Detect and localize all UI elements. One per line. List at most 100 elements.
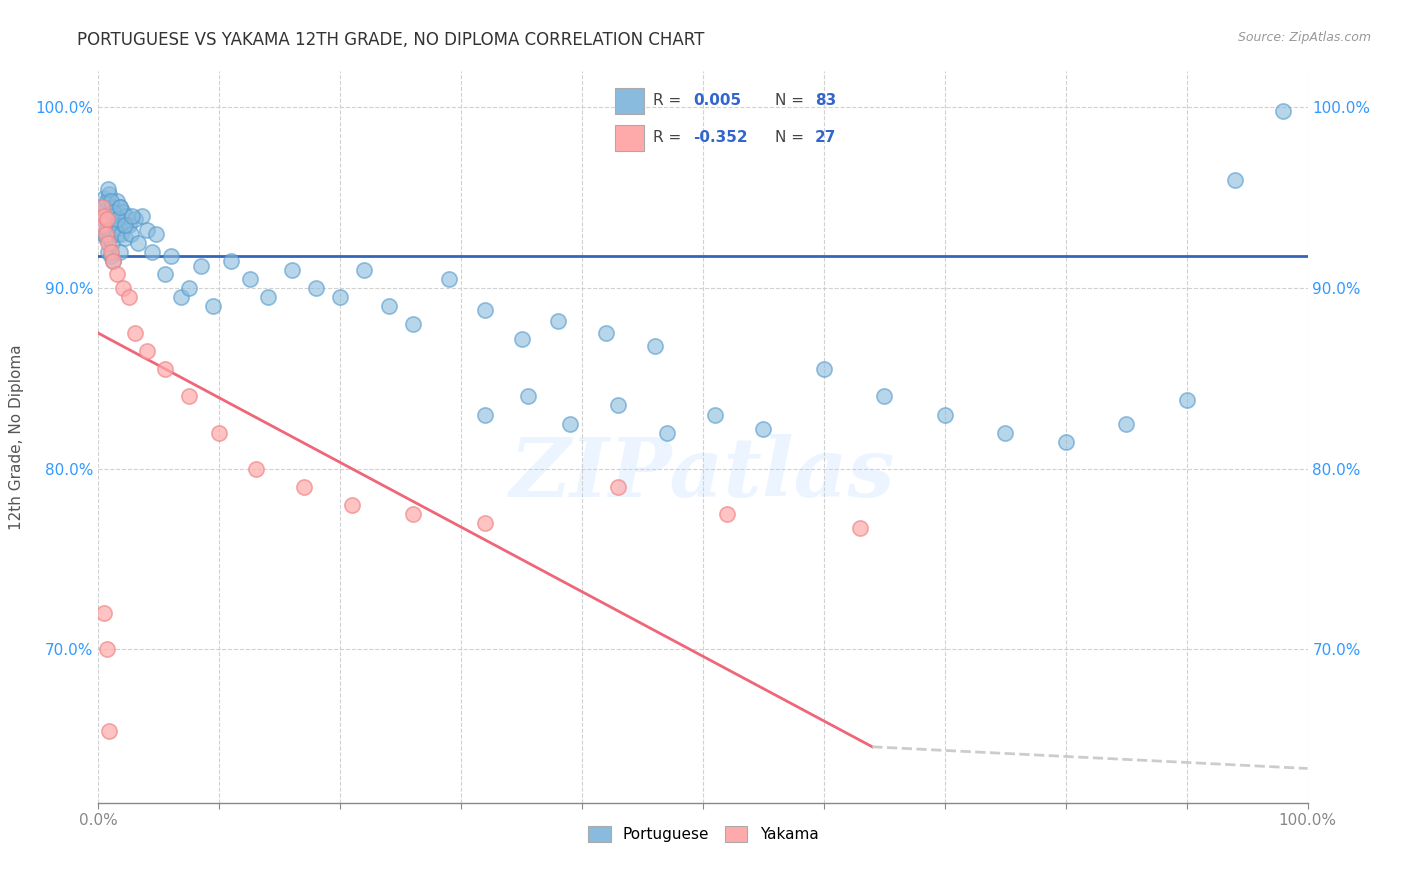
Point bbox=[112, 218, 135, 232]
Point bbox=[516, 389, 538, 403]
Point bbox=[179, 281, 201, 295]
Point bbox=[547, 313, 569, 327]
Point bbox=[91, 200, 114, 214]
Point bbox=[1272, 104, 1295, 119]
Point bbox=[91, 212, 114, 227]
Point bbox=[121, 209, 143, 223]
Point bbox=[849, 521, 872, 535]
Point bbox=[105, 227, 128, 241]
Point bbox=[131, 209, 153, 223]
Point bbox=[934, 408, 956, 422]
Point bbox=[93, 227, 115, 241]
Point bbox=[595, 326, 617, 341]
Point bbox=[94, 203, 117, 218]
Point bbox=[105, 212, 128, 227]
Point bbox=[179, 389, 201, 403]
Point bbox=[118, 290, 141, 304]
Point bbox=[342, 498, 364, 512]
Point bbox=[101, 205, 124, 219]
Point bbox=[558, 417, 581, 431]
Point bbox=[245, 461, 267, 475]
Point bbox=[111, 205, 134, 219]
Point bbox=[107, 212, 129, 227]
Point bbox=[91, 218, 114, 232]
Point bbox=[704, 408, 727, 422]
Point bbox=[100, 235, 122, 250]
Point bbox=[256, 290, 278, 304]
Point bbox=[120, 227, 142, 241]
Point bbox=[813, 362, 835, 376]
Point bbox=[655, 425, 678, 440]
Point bbox=[1175, 392, 1198, 407]
Point bbox=[118, 218, 141, 232]
Point bbox=[100, 194, 122, 209]
Point bbox=[96, 221, 118, 235]
Point bbox=[474, 302, 496, 317]
Point bbox=[114, 218, 136, 232]
Point bbox=[221, 254, 243, 268]
Point bbox=[96, 194, 118, 209]
Point bbox=[716, 507, 738, 521]
Point bbox=[97, 235, 120, 250]
Point bbox=[124, 326, 146, 341]
Point bbox=[93, 606, 115, 620]
Point bbox=[239, 272, 262, 286]
Point bbox=[97, 182, 120, 196]
Point bbox=[281, 263, 304, 277]
Point bbox=[994, 425, 1017, 440]
Point bbox=[114, 230, 136, 244]
Point bbox=[1223, 172, 1246, 186]
Point bbox=[402, 317, 425, 331]
Point bbox=[377, 299, 399, 313]
Point bbox=[160, 249, 183, 263]
Y-axis label: 12th Grade, No Diploma: 12th Grade, No Diploma bbox=[10, 344, 24, 530]
Point bbox=[100, 249, 122, 263]
Point bbox=[873, 389, 896, 403]
Point bbox=[96, 212, 118, 227]
Point bbox=[437, 272, 460, 286]
Point bbox=[353, 263, 375, 277]
Point bbox=[100, 244, 122, 259]
Point bbox=[115, 209, 138, 223]
Point bbox=[94, 230, 117, 244]
Point bbox=[124, 212, 146, 227]
Point bbox=[104, 205, 127, 219]
Text: Source: ZipAtlas.com: Source: ZipAtlas.com bbox=[1237, 31, 1371, 45]
Point bbox=[108, 200, 131, 214]
Point bbox=[93, 209, 115, 223]
Point bbox=[153, 362, 176, 376]
Point bbox=[105, 267, 128, 281]
Point bbox=[153, 267, 176, 281]
Point bbox=[110, 227, 132, 241]
Point bbox=[101, 254, 124, 268]
Point bbox=[108, 221, 131, 235]
Point bbox=[190, 260, 212, 274]
Point bbox=[202, 299, 225, 313]
Point bbox=[752, 422, 775, 436]
Point bbox=[607, 480, 630, 494]
Point bbox=[103, 218, 125, 232]
Point bbox=[305, 281, 328, 295]
Point bbox=[96, 642, 118, 657]
Point bbox=[135, 223, 157, 237]
Point bbox=[141, 244, 163, 259]
Point bbox=[101, 209, 124, 223]
Legend: Portuguese, Yakama: Portuguese, Yakama bbox=[579, 819, 827, 850]
Point bbox=[135, 344, 157, 359]
Point bbox=[474, 516, 496, 530]
Point bbox=[169, 290, 191, 304]
Point bbox=[607, 399, 630, 413]
Point bbox=[329, 290, 352, 304]
Point bbox=[402, 507, 425, 521]
Point bbox=[510, 332, 533, 346]
Point bbox=[644, 339, 666, 353]
Point bbox=[145, 227, 167, 241]
Point bbox=[108, 244, 131, 259]
Point bbox=[94, 227, 117, 241]
Point bbox=[105, 194, 128, 209]
Point bbox=[100, 200, 122, 214]
Point bbox=[208, 425, 231, 440]
Point bbox=[98, 230, 121, 244]
Point bbox=[100, 203, 122, 218]
Point bbox=[1054, 434, 1077, 449]
